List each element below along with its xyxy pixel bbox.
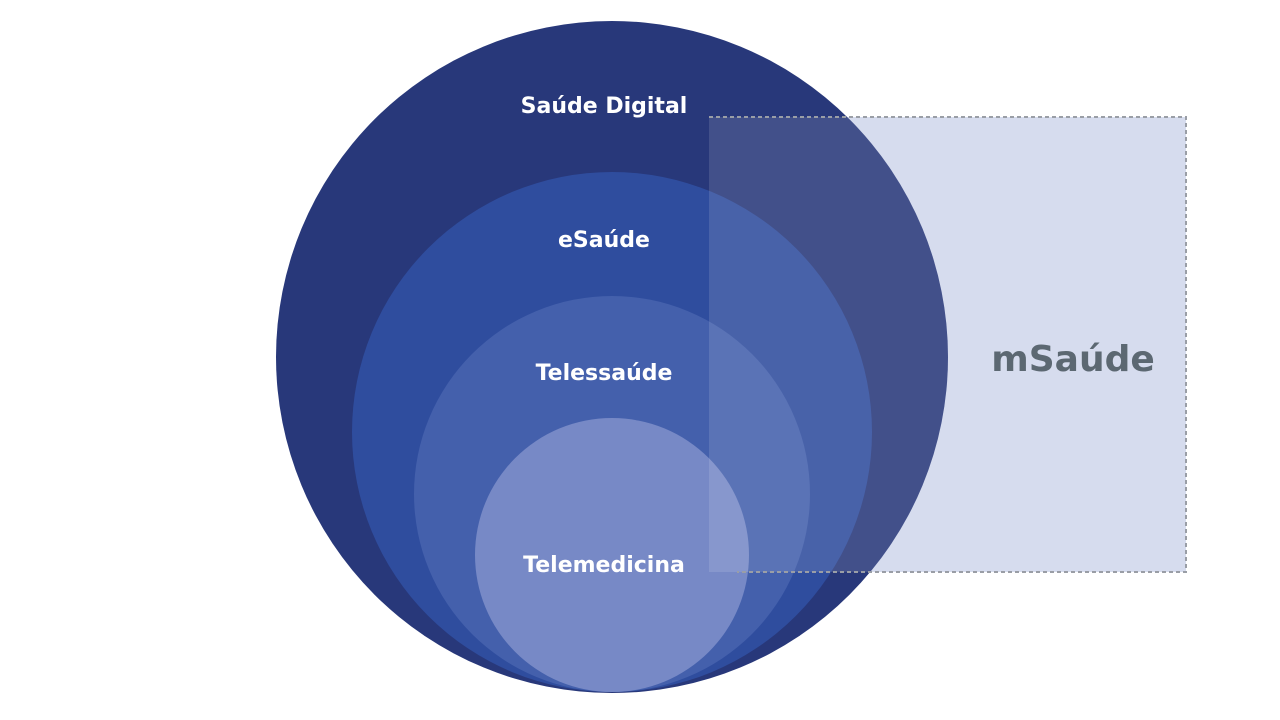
msaude-border xyxy=(709,116,1187,573)
msaude-label: mSaúde xyxy=(991,339,1155,380)
telessaude-label: Telessaúde xyxy=(536,361,673,386)
telemedicina-circle xyxy=(475,418,749,692)
saude-digital-label: Saúde Digital xyxy=(521,94,688,119)
telemedicina-label: Telemedicina xyxy=(523,553,685,578)
esaude-label: eSaúde xyxy=(558,228,650,253)
